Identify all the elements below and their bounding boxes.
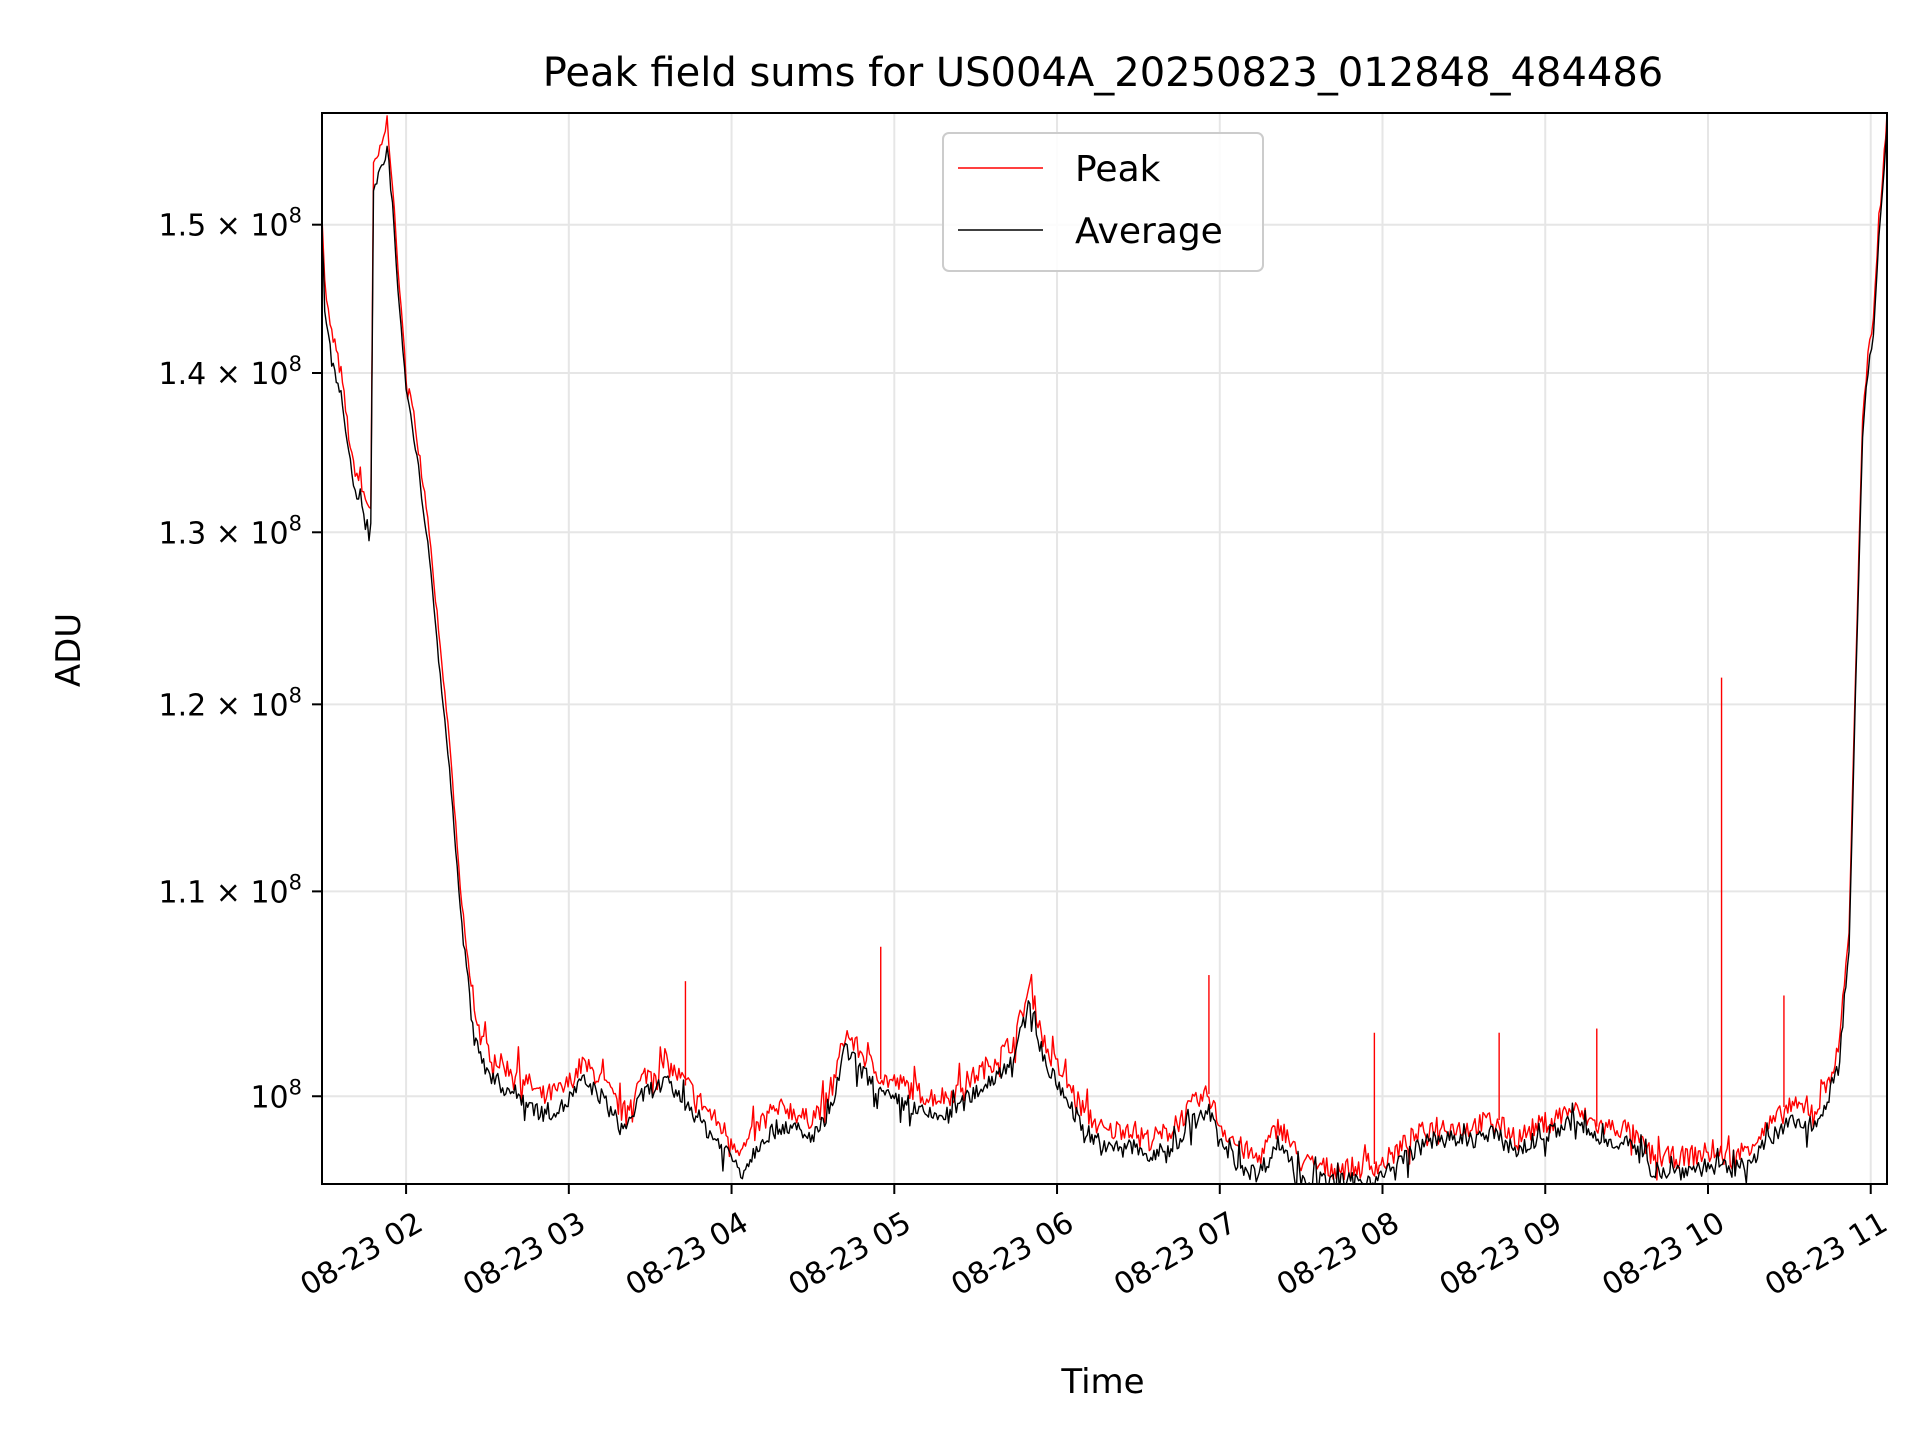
series-lines: [322, 113, 1887, 1184]
y-axis-label: ADU: [49, 613, 89, 687]
legend-label-peak: Peak: [1075, 149, 1161, 190]
grid: [322, 113, 1887, 1184]
legend: Peak Average: [942, 132, 1264, 272]
x-axis-label: Time: [1060, 1362, 1144, 1402]
y-tick-label: 1.3 × 108: [159, 511, 302, 551]
y-tick-label: 1.4 × 108: [159, 352, 302, 392]
y-tick-label: 1.5 × 108: [159, 204, 302, 244]
plot-frame: [321, 112, 1888, 1185]
legend-label-average: Average: [1075, 211, 1223, 252]
y-axis: 108 1.1 × 108 1.2 × 108 1.3 × 108 1.4 × 108 1…: [159, 204, 322, 1115]
y-tick-label: 1.1 × 108: [159, 870, 302, 910]
y-tick-label: 1.2 × 108: [159, 683, 302, 723]
y-tick-label: 108: [250, 1075, 302, 1115]
plot-area: [322, 113, 1887, 1184]
series-line-peak: [322, 113, 1887, 1181]
chart-title: Peak field sums for US004A_20250823_0128…: [543, 50, 1664, 96]
series-line-average: [322, 126, 1887, 1184]
